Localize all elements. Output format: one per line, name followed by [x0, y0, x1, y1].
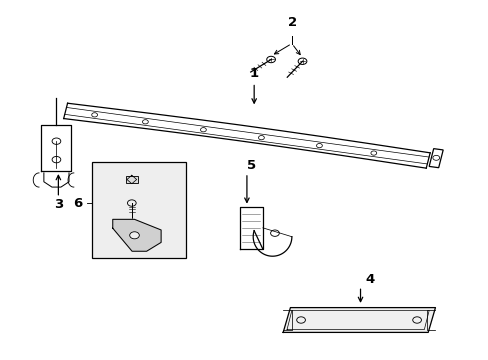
Text: 1: 1: [249, 67, 258, 80]
Text: 2: 2: [288, 16, 297, 29]
Text: 4: 4: [365, 273, 374, 286]
Text: 5: 5: [246, 159, 256, 172]
Text: 6: 6: [73, 197, 82, 210]
Bar: [125, 176, 138, 183]
Polygon shape: [283, 307, 435, 332]
Bar: [92, 162, 186, 258]
Polygon shape: [113, 219, 161, 251]
Circle shape: [129, 232, 139, 239]
Text: 3: 3: [54, 198, 63, 211]
